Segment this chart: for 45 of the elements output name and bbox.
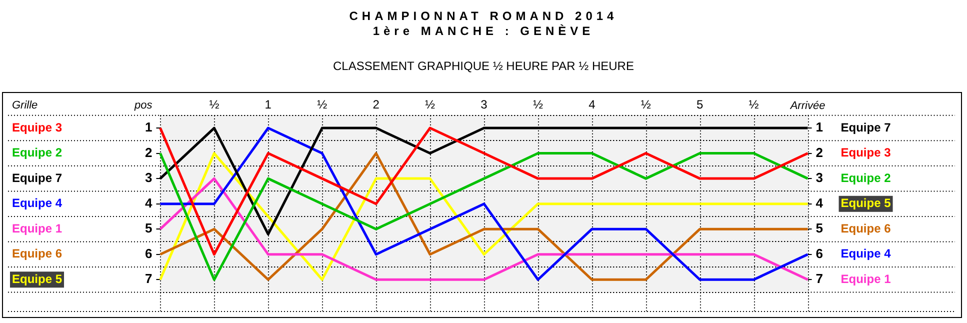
text: Equipe 4 <box>840 246 892 261</box>
x-tick-label: ½ <box>640 98 651 112</box>
chart-subtitle: 1ère MANCHE : GENÈVE <box>372 24 596 38</box>
text: Equipe 2 <box>840 170 892 185</box>
x-tick-label: 2 <box>372 98 380 112</box>
x-tick-label: ½ <box>209 98 220 112</box>
y-tick-label: 2 <box>144 144 152 160</box>
y2-tick-label: 6 <box>816 246 824 261</box>
text: Equipe 2 <box>12 146 62 160</box>
x-tick-label: 5 <box>696 98 704 112</box>
text: Equipe 6 <box>12 246 62 261</box>
text: Equipe 3 <box>12 120 62 134</box>
y-tick-label: 7 <box>144 271 152 286</box>
x-tick-label: 3 <box>480 98 488 112</box>
text: Equipe 5 <box>840 196 892 210</box>
x-tick-label: 1 <box>264 98 272 112</box>
y2-tick-label: 5 <box>816 220 824 236</box>
text: Grille <box>12 99 38 112</box>
x-tick-label: ½ <box>317 98 328 112</box>
y2-tick-label: 4 <box>816 195 824 210</box>
y-tick-label: 5 <box>144 220 152 236</box>
y-axis-title: pos <box>133 99 153 112</box>
y2-tick-label: 3 <box>816 170 824 186</box>
text: Equipe 7 <box>840 120 892 134</box>
text: Equipe 7 <box>12 170 62 185</box>
x-tick-label: ½ <box>532 98 543 112</box>
text: Equipe 1 <box>840 272 892 286</box>
text: Equipe 3 <box>840 146 892 160</box>
y-tick-label: 3 <box>144 170 152 186</box>
text: Equipe 4 <box>12 196 62 210</box>
x-tick-label: Arrivée <box>789 100 826 112</box>
text: Equipe 1 <box>12 221 62 236</box>
x-tick-label: ½ <box>748 98 759 112</box>
x-tick-label: ½ <box>425 98 436 112</box>
y2-tick-label: 2 <box>816 144 824 160</box>
text: CLASSEMENT GRAPHIQUE ½ HEURE PAR ½ HEURE <box>332 59 635 73</box>
text: Equipe 5 <box>12 272 62 286</box>
y-tick-label: 6 <box>144 246 152 261</box>
x-tick-label: 4 <box>588 98 596 112</box>
text: Equipe 6 <box>840 221 892 236</box>
chart-title: CHAMPIONNAT ROMAND 2014 <box>348 9 619 23</box>
y-tick-label: 4 <box>144 195 153 210</box>
y2-tick-label: 1 <box>816 120 824 135</box>
y-tick-label: 1 <box>144 120 152 135</box>
y2-tick-label: 7 <box>816 271 824 286</box>
